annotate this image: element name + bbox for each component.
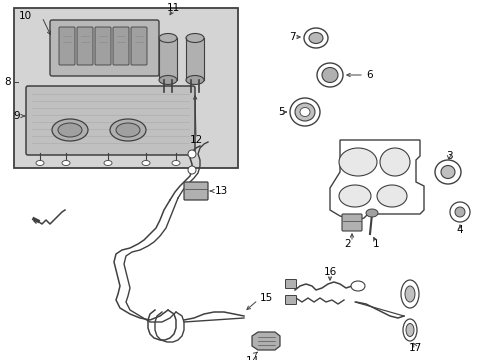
Text: 16: 16 xyxy=(323,267,336,277)
Ellipse shape xyxy=(402,319,416,341)
FancyBboxPatch shape xyxy=(26,86,195,155)
Text: 13: 13 xyxy=(215,186,228,196)
Ellipse shape xyxy=(350,281,364,291)
Text: 6: 6 xyxy=(365,70,372,80)
Text: 9: 9 xyxy=(13,111,20,121)
Ellipse shape xyxy=(376,185,406,207)
Text: 2: 2 xyxy=(344,239,350,249)
Bar xyxy=(185,38,203,80)
Text: 4: 4 xyxy=(456,225,462,235)
Ellipse shape xyxy=(400,280,418,308)
Text: 15: 15 xyxy=(260,293,273,303)
Text: 1: 1 xyxy=(372,239,379,249)
Polygon shape xyxy=(329,140,423,220)
FancyBboxPatch shape xyxy=(113,27,129,65)
Ellipse shape xyxy=(379,148,409,176)
Ellipse shape xyxy=(172,161,180,166)
Ellipse shape xyxy=(116,123,140,137)
FancyBboxPatch shape xyxy=(95,27,111,65)
Ellipse shape xyxy=(440,166,454,179)
Ellipse shape xyxy=(338,185,370,207)
Ellipse shape xyxy=(321,68,337,82)
Ellipse shape xyxy=(308,32,323,44)
Ellipse shape xyxy=(159,76,177,85)
Ellipse shape xyxy=(365,209,377,217)
Ellipse shape xyxy=(52,119,88,141)
Text: 5: 5 xyxy=(278,107,285,117)
Ellipse shape xyxy=(142,161,150,166)
Ellipse shape xyxy=(187,166,196,174)
Ellipse shape xyxy=(159,33,177,42)
Ellipse shape xyxy=(110,119,146,141)
Text: 17: 17 xyxy=(407,343,421,353)
Ellipse shape xyxy=(338,148,376,176)
Ellipse shape xyxy=(405,324,413,337)
Text: 8: 8 xyxy=(4,77,11,87)
FancyBboxPatch shape xyxy=(77,27,93,65)
Ellipse shape xyxy=(449,202,469,222)
Ellipse shape xyxy=(104,161,112,166)
FancyBboxPatch shape xyxy=(285,279,296,288)
Ellipse shape xyxy=(434,160,460,184)
Ellipse shape xyxy=(36,161,44,166)
Ellipse shape xyxy=(185,76,203,85)
Ellipse shape xyxy=(304,28,327,48)
Ellipse shape xyxy=(316,63,342,87)
Text: 10: 10 xyxy=(19,11,32,21)
FancyBboxPatch shape xyxy=(285,296,296,305)
FancyBboxPatch shape xyxy=(341,214,361,231)
FancyBboxPatch shape xyxy=(183,182,207,200)
Text: 12: 12 xyxy=(189,135,202,145)
Bar xyxy=(159,38,177,80)
Ellipse shape xyxy=(454,207,464,217)
Text: 3: 3 xyxy=(445,151,451,161)
Text: 14: 14 xyxy=(245,356,258,360)
Ellipse shape xyxy=(58,123,82,137)
FancyBboxPatch shape xyxy=(50,20,159,76)
Bar xyxy=(14,8,238,168)
Ellipse shape xyxy=(294,103,314,121)
Ellipse shape xyxy=(185,33,203,42)
Ellipse shape xyxy=(62,161,70,166)
Ellipse shape xyxy=(404,286,414,302)
Ellipse shape xyxy=(289,98,319,126)
Ellipse shape xyxy=(299,108,309,117)
Text: 11: 11 xyxy=(166,3,179,13)
FancyBboxPatch shape xyxy=(131,27,147,65)
FancyBboxPatch shape xyxy=(59,27,75,65)
Ellipse shape xyxy=(187,150,196,158)
Polygon shape xyxy=(251,332,280,350)
Text: 7: 7 xyxy=(289,32,295,42)
